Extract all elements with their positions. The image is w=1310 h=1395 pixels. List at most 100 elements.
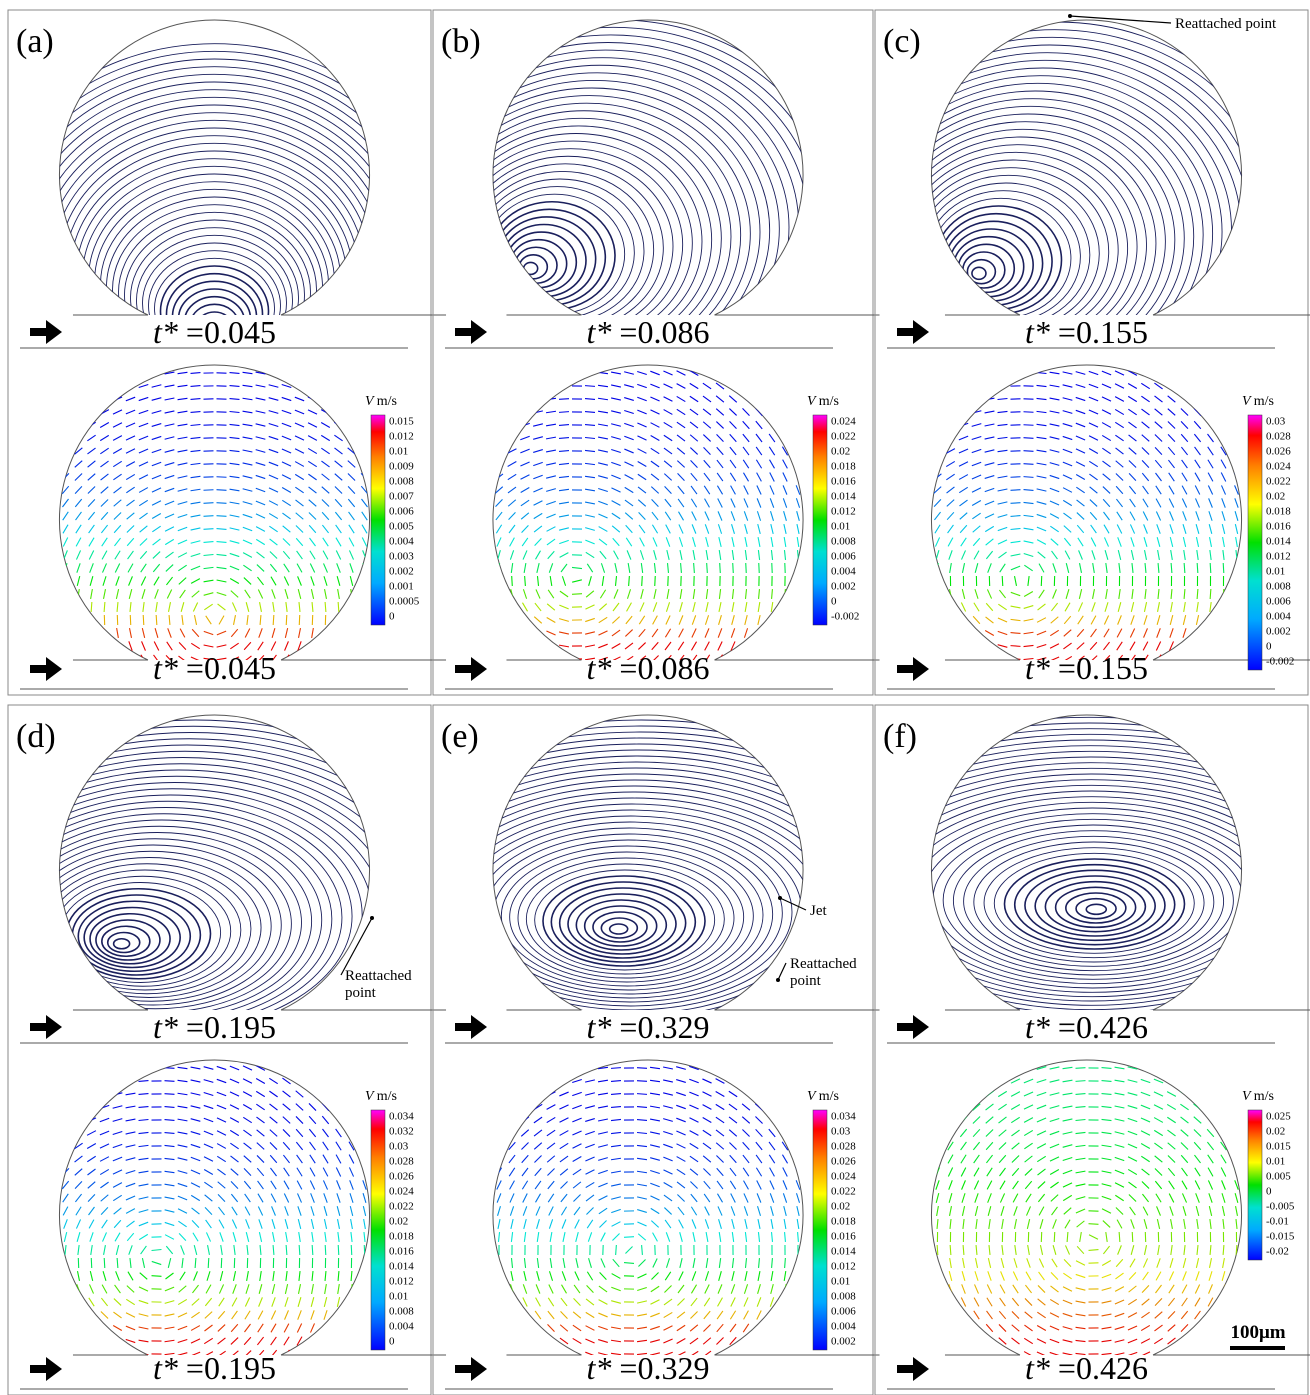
velocity-vector	[324, 1193, 327, 1202]
velocity-vector	[972, 424, 982, 427]
velocity-vector	[295, 423, 304, 427]
velocity-vector	[497, 537, 501, 546]
velocity-vector	[512, 576, 513, 586]
velocity-vector	[139, 1197, 149, 1199]
velocity-vector	[310, 1337, 315, 1346]
velocity-vector	[717, 460, 723, 468]
velocity-vector	[946, 423, 955, 427]
velocity-vector	[311, 1219, 313, 1229]
velocity-vector	[769, 1337, 774, 1345]
velocity-vector	[296, 1116, 303, 1123]
velocity-vector	[781, 1065, 789, 1071]
velocity-vector	[999, 1130, 1007, 1136]
velocity-vector	[309, 1129, 315, 1137]
velocity-vector	[139, 1068, 149, 1069]
velocity-vector	[746, 563, 747, 573]
velocity-vector	[89, 1284, 93, 1293]
velocity-vector	[585, 645, 595, 647]
velocity-vector	[192, 1220, 199, 1227]
velocity-vector	[783, 485, 787, 494]
velocity-vector	[1039, 590, 1045, 598]
velocity-vector	[783, 1297, 786, 1306]
velocity-vector	[757, 654, 761, 663]
velocity-vector	[718, 1298, 723, 1307]
velocity-vector	[295, 474, 304, 479]
velocity-vector	[1076, 462, 1085, 467]
velocity-vector	[363, 1323, 366, 1333]
velocity-vector	[204, 1144, 213, 1148]
velocity-vector	[179, 578, 186, 585]
velocity-vector	[1131, 537, 1134, 546]
velocity-vector	[693, 537, 696, 547]
velocity-vector	[100, 1144, 109, 1148]
velocity-vector	[693, 589, 694, 599]
velocity-vector	[204, 1169, 213, 1174]
velocity-vector	[62, 422, 70, 428]
velocity-vector	[1092, 602, 1095, 611]
velocity-vector	[114, 487, 122, 493]
velocity-vector	[742, 1065, 750, 1070]
velocity-vector	[972, 385, 982, 387]
velocity-vector	[338, 1219, 340, 1229]
velocity-vector	[960, 1065, 968, 1071]
velocity-vector	[770, 1180, 774, 1189]
velocity-vector	[1155, 1298, 1162, 1305]
velocity-vector	[337, 576, 340, 586]
velocity-vector	[549, 1207, 554, 1216]
velocity-vector	[947, 656, 954, 663]
velocity-vector	[297, 1168, 302, 1177]
velocity-vector	[1066, 563, 1068, 573]
velocity-vector	[758, 1284, 761, 1294]
velocity-vector	[1156, 655, 1161, 664]
velocity-vector	[961, 1324, 967, 1332]
velocity-vector	[335, 1077, 342, 1084]
velocity-vector	[987, 1285, 991, 1294]
velocity-vector	[985, 488, 994, 491]
velocity-vector	[651, 436, 660, 441]
colorbar-tick-label: 0.012	[389, 1276, 414, 1288]
velocity-vector	[718, 628, 722, 637]
velocity-vector	[650, 1093, 660, 1095]
velocity-vector	[100, 1169, 109, 1174]
velocity-vector	[1089, 449, 1098, 454]
velocity-vector	[74, 1118, 83, 1123]
velocity-vector	[998, 527, 1007, 530]
velocity-vector	[311, 589, 313, 599]
velocity-vector	[782, 1350, 788, 1358]
velocity-vector	[282, 372, 292, 375]
velocity-vector	[1158, 1245, 1160, 1255]
velocity-vector	[961, 1298, 965, 1307]
velocity-vector	[497, 1181, 501, 1190]
velocity-vector	[1024, 425, 1034, 426]
velocity-vector	[563, 1258, 565, 1268]
velocity-vector	[1115, 397, 1124, 402]
drop-outline	[931, 365, 1241, 660]
velocity-vector	[650, 1132, 660, 1134]
velocity-vector	[718, 641, 722, 650]
velocity-vector	[139, 1094, 149, 1095]
velocity-vector	[691, 486, 697, 494]
velocity-vector	[230, 386, 240, 387]
velocity-vector	[509, 525, 515, 533]
velocity-vector	[350, 1206, 352, 1216]
velocity-vector	[796, 654, 799, 663]
velocity-vector	[126, 1080, 136, 1081]
velocity-vector	[347, 409, 355, 415]
velocity-vector	[548, 1194, 554, 1202]
velocity-vector	[76, 1298, 81, 1307]
velocity-vector	[998, 463, 1008, 465]
velocity-vector	[243, 385, 253, 386]
velocity-vector	[653, 537, 657, 546]
velocity-vector	[639, 629, 645, 637]
streamline	[83, 166, 347, 386]
velocity-vector	[270, 552, 277, 559]
velocity-vector	[243, 1117, 251, 1122]
velocity-vector	[165, 552, 173, 558]
velocity-vector	[1128, 1157, 1137, 1161]
colorbar-tick-label: 0.012	[389, 431, 414, 443]
velocity-vector	[1155, 447, 1162, 454]
velocity-vector	[690, 448, 697, 455]
velocity-vector	[246, 1284, 249, 1294]
streamline	[443, 804, 821, 1014]
colorbar	[813, 1110, 827, 1350]
